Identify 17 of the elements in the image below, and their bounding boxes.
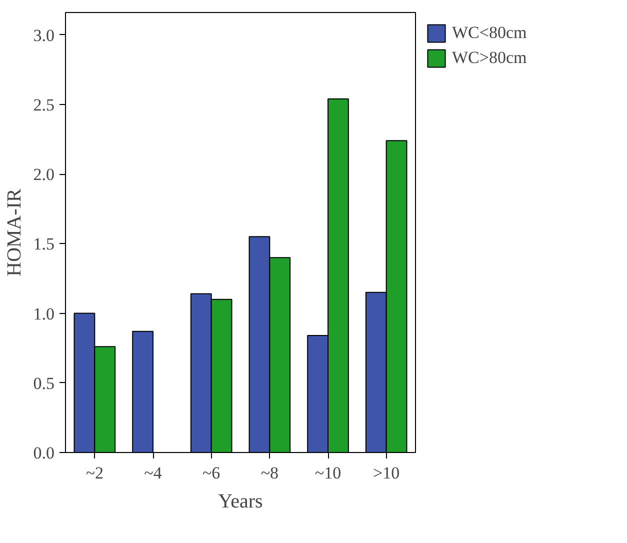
y-tick-label: 0.5: [33, 374, 54, 393]
x-tick-label: ~6: [202, 464, 220, 482]
x-tick-label: ~8: [260, 464, 279, 482]
y-axis-title: HOMA-IR: [3, 188, 26, 276]
y-tick-label: 2.5: [33, 95, 54, 114]
x-tick-label: ~2: [86, 464, 104, 482]
y-tick-label: 3.0: [33, 26, 54, 45]
y-tick-label: 2.0: [33, 165, 54, 184]
x-tick-label: ~4: [144, 464, 162, 482]
y-tick-label: 0.0: [33, 444, 54, 462]
y-tick-label: 1.0: [33, 304, 54, 324]
x-tick-label: ~10: [314, 464, 342, 482]
legend-label: WC<80cm: [452, 23, 527, 43]
x-axis-title: Years: [218, 490, 264, 512]
x-tick-label: >10: [373, 464, 400, 482]
y-tick-label: 1.5: [33, 234, 54, 254]
legend-label: WC>80cm: [452, 48, 527, 68]
